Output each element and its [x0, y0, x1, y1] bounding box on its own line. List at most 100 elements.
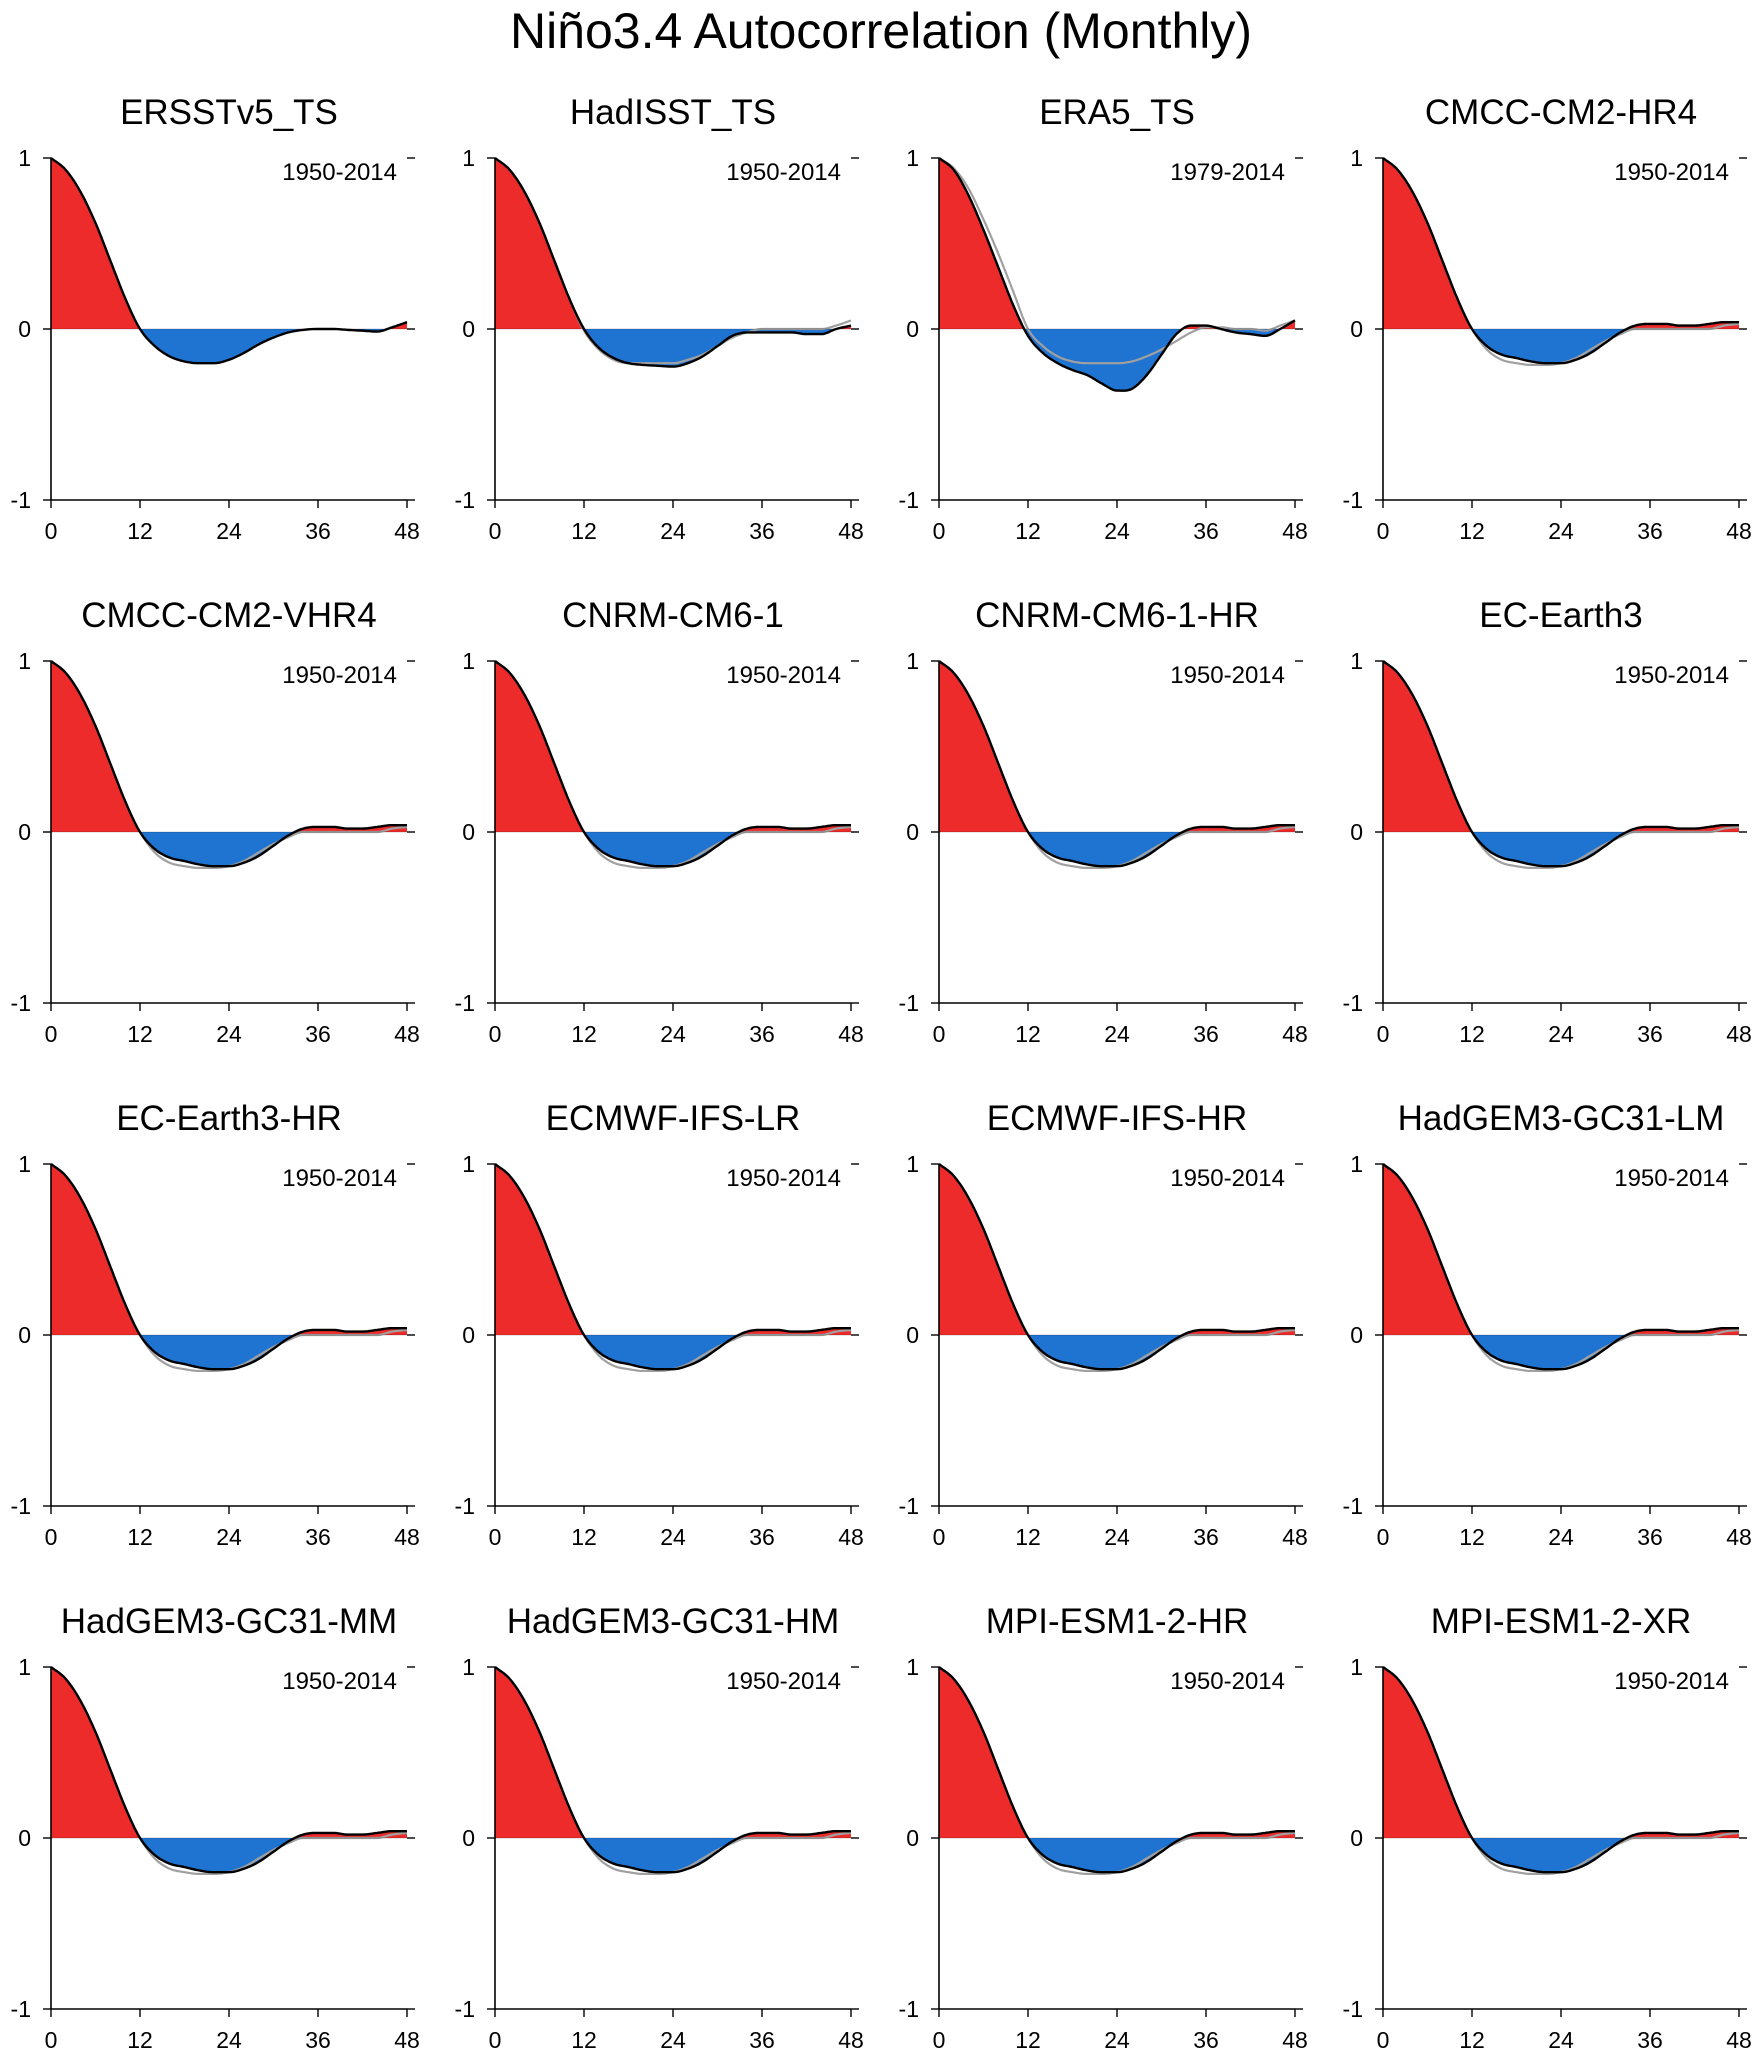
- negative-fill: [1383, 329, 1739, 364]
- y-tick-label: 0: [462, 1825, 475, 1851]
- y-tick-label: 0: [1350, 1825, 1363, 1851]
- y-tick-label: -1: [1343, 1996, 1363, 2022]
- panel-title: EC-Earth3: [1479, 596, 1642, 635]
- y-tick-label: 0: [18, 819, 31, 845]
- panel-title: HadGEM3-GC31-LM: [1398, 1099, 1725, 1138]
- x-tick-label: 48: [394, 1021, 420, 1047]
- x-tick-label: 36: [1637, 1524, 1663, 1550]
- y-tick-label: 1: [1350, 648, 1363, 674]
- panel-ecmwf-ifs-lr: ECMWF-IFS-LR 0 12 24 36 48 -1 0 1 1950-2014: [455, 1099, 864, 1550]
- x-tick-label: 36: [749, 2027, 775, 2053]
- period-label: 1950-2014: [282, 662, 397, 689]
- model-line: [938, 660, 1295, 868]
- panel-hadgem3-gc31-hm: HadGEM3-GC31-HM 0 12 24 36 48 -1 0 1 1950-2014: [455, 1602, 864, 2053]
- y-tick-label: 1: [18, 1151, 31, 1177]
- x-tick-label: 36: [1193, 1021, 1219, 1047]
- y-tick-label: 1: [18, 648, 31, 674]
- panel-cnrm-cm6-1-hr: CNRM-CM6-1-HR 0 12 24 36 48 -1 0 1 1950-2014: [899, 596, 1308, 1047]
- positive-fill: [51, 1164, 407, 1335]
- x-tick-label: 12: [127, 518, 153, 544]
- x-tick-label: 24: [660, 2027, 686, 2053]
- model-line: [938, 1666, 1295, 1874]
- negative-fill: [495, 1335, 851, 1370]
- x-tick-label: 36: [1637, 2027, 1663, 2053]
- x-tick-label: 12: [1015, 1021, 1041, 1047]
- y-tick-label: -1: [11, 1493, 31, 1519]
- x-tick-label: 0: [45, 1021, 58, 1047]
- x-tick-label: 24: [1548, 1021, 1574, 1047]
- y-tick-label: 1: [1350, 1654, 1363, 1680]
- y-tick-label: 1: [906, 1151, 919, 1177]
- x-tick-label: 0: [933, 2027, 946, 2053]
- y-tick-label: 0: [906, 819, 919, 845]
- x-tick-label: 36: [749, 1524, 775, 1550]
- x-tick-label: 48: [1282, 1021, 1308, 1047]
- x-tick-label: 48: [838, 1021, 864, 1047]
- x-tick-label: 24: [660, 518, 686, 544]
- x-tick-label: 12: [1459, 2027, 1485, 2053]
- period-label: 1950-2014: [1614, 1668, 1729, 1695]
- negative-fill: [495, 832, 851, 867]
- panel-title: ECMWF-IFS-HR: [987, 1099, 1248, 1138]
- x-tick-label: 48: [394, 1524, 420, 1550]
- panel-title: CMCC-CM2-VHR4: [81, 596, 377, 635]
- x-tick-label: 12: [127, 2027, 153, 2053]
- x-tick-label: 24: [660, 1524, 686, 1550]
- reference-line: [938, 157, 1296, 365]
- negative-fill: [495, 329, 851, 367]
- panel-hadgem3-gc31-mm: HadGEM3-GC31-MM 0 12 24 36 48 -1 0 1 1950-2014: [11, 1602, 420, 2053]
- negative-fill: [939, 1838, 1295, 1873]
- period-label: 1950-2014: [726, 159, 841, 186]
- positive-fill: [495, 158, 851, 329]
- positive-fill: [495, 661, 851, 832]
- y-tick-label: 0: [1350, 1322, 1363, 1348]
- y-tick-label: -1: [1343, 990, 1363, 1016]
- figure-title: Niño3.4 Autocorrelation (Monthly): [509, 3, 1253, 59]
- panel-title: MPI-ESM1-2-XR: [1431, 1602, 1692, 1641]
- panel-era5-ts: ERA5_TS 0 12 24 36 48 -1 0 1 1979-2014: [899, 93, 1308, 544]
- model-line: [494, 1666, 851, 1874]
- positive-fill: [51, 158, 407, 329]
- x-tick-label: 12: [1015, 1524, 1041, 1550]
- x-tick-label: 48: [1282, 1524, 1308, 1550]
- y-tick-label: 0: [906, 316, 919, 342]
- y-tick-label: 1: [462, 1654, 475, 1680]
- model-line: [938, 1163, 1295, 1371]
- model-line: [1382, 660, 1739, 868]
- x-tick-label: 36: [749, 1021, 775, 1047]
- y-tick-label: 0: [462, 1322, 475, 1348]
- y-tick-label: -1: [1343, 487, 1363, 513]
- y-tick-label: 0: [1350, 316, 1363, 342]
- model-line: [938, 157, 1296, 392]
- x-tick-label: 36: [1193, 1524, 1219, 1550]
- panel-title: EC-Earth3-HR: [116, 1099, 342, 1138]
- x-tick-label: 0: [1377, 518, 1390, 544]
- model-line: [50, 1163, 407, 1371]
- y-tick-label: -1: [11, 487, 31, 513]
- model-line: [494, 157, 852, 368]
- model-line: [1382, 1666, 1739, 1874]
- y-tick-label: -1: [11, 1996, 31, 2022]
- positive-fill: [1383, 158, 1739, 329]
- period-label: 1979-2014: [1170, 159, 1285, 186]
- negative-fill: [51, 1838, 407, 1873]
- period-label: 1950-2014: [282, 1165, 397, 1192]
- negative-fill: [939, 1335, 1295, 1370]
- x-tick-label: 24: [216, 518, 242, 544]
- x-tick-label: 0: [933, 518, 946, 544]
- model-line: [494, 1163, 851, 1371]
- x-tick-label: 0: [1377, 1021, 1390, 1047]
- model-line: [494, 660, 851, 868]
- y-tick-label: -1: [455, 487, 475, 513]
- y-tick-label: 1: [18, 1654, 31, 1680]
- x-tick-label: 36: [305, 1524, 331, 1550]
- x-tick-label: 12: [571, 1524, 597, 1550]
- x-tick-label: 0: [489, 1021, 502, 1047]
- x-tick-label: 12: [127, 1021, 153, 1047]
- panel-title: CMCC-CM2-HR4: [1425, 93, 1697, 132]
- x-tick-label: 12: [1459, 1021, 1485, 1047]
- x-tick-label: 24: [1548, 518, 1574, 544]
- x-tick-label: 0: [489, 518, 502, 544]
